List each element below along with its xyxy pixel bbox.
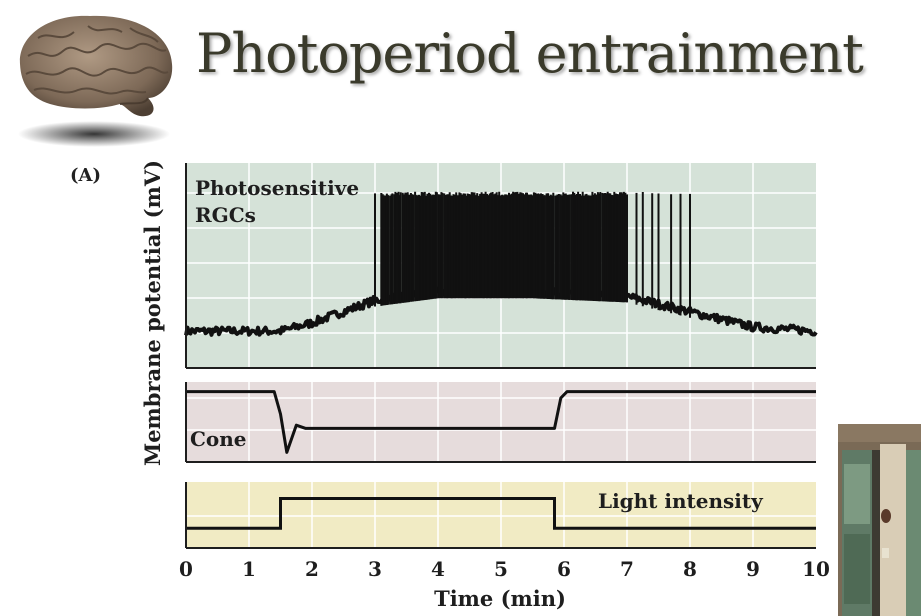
x-tick-label: 0 xyxy=(179,557,193,581)
x-tick-label: 1 xyxy=(242,557,256,581)
x-tick-label: 4 xyxy=(431,557,445,581)
axes xyxy=(185,163,816,549)
x-tick-label: 7 xyxy=(620,557,634,581)
traces xyxy=(184,191,818,530)
x-tick-label: 10 xyxy=(802,557,830,581)
slide-title: Photoperiod entrainment xyxy=(196,22,864,85)
y-axis-label: Membrane potential (mV) xyxy=(140,160,165,466)
x-tick-label: 8 xyxy=(683,557,697,581)
brain-icon xyxy=(8,6,183,160)
rgc-label-line-2: RGCs xyxy=(195,203,256,227)
cone-label: Cone xyxy=(190,427,247,451)
x-tick-label: 2 xyxy=(305,557,319,581)
light-intensity-label: Light intensity xyxy=(598,489,764,513)
x-tick-label: 5 xyxy=(494,557,508,581)
x-tick-label: 3 xyxy=(368,557,382,581)
x-axis-label: Time (min) xyxy=(434,586,566,611)
light-intensity-trace xyxy=(186,497,816,530)
x-tick-label: 6 xyxy=(557,557,571,581)
presenter-video-thumbnail xyxy=(838,424,921,616)
x-tick-label: 9 xyxy=(746,557,760,581)
cone-trace xyxy=(186,390,816,454)
rgc-label-line-1: Photosensitive xyxy=(195,176,359,200)
panel-label: (A) xyxy=(70,165,101,186)
x-tick-labels: 0 1 2 3 4 5 6 7 8 9 10 xyxy=(179,557,830,581)
